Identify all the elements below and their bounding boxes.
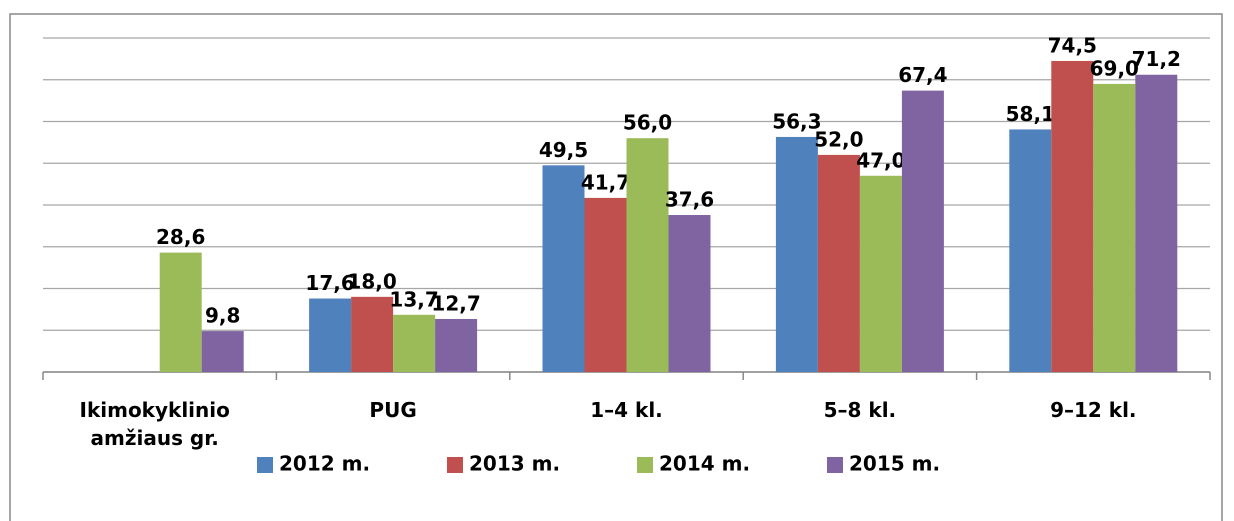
chart-border [9, 13, 1223, 521]
legend-swatch [637, 457, 653, 473]
bar [542, 165, 585, 372]
data-label: 13,7 [389, 287, 438, 311]
legend-label: 2014 m. [659, 452, 750, 476]
data-label: 41,7 [581, 170, 630, 194]
bar [901, 90, 944, 372]
bar [1051, 60, 1094, 373]
bar [817, 154, 860, 372]
legend-swatch [447, 457, 463, 473]
x-tick-label: 9–12 kl. [1050, 398, 1137, 422]
data-label: 58,1 [1006, 102, 1055, 126]
x-tick-label: PUG [369, 398, 417, 422]
data-label: 52,0 [814, 127, 863, 151]
bar [584, 197, 627, 372]
bar [626, 138, 669, 372]
bar [201, 331, 244, 372]
data-label: 74,5 [1048, 33, 1097, 57]
x-tick-label: 1–4 kl. [590, 398, 663, 422]
data-label: 37,6 [665, 188, 714, 212]
data-label: 18,0 [347, 269, 396, 293]
data-label: 56,3 [772, 109, 821, 133]
data-label: 69,0 [1090, 56, 1139, 80]
data-label: 67,4 [898, 63, 947, 87]
bar [351, 296, 394, 372]
data-label: 9,8 [205, 304, 240, 328]
x-tick-label: 5–8 kl. [823, 398, 897, 422]
data-label: 12,7 [431, 291, 480, 315]
bar [668, 215, 711, 372]
legend-swatch [257, 457, 273, 473]
data-label: 56,0 [623, 111, 672, 135]
bar [1093, 83, 1136, 373]
bar [159, 252, 202, 372]
x-tick-label: Ikimokyklinio amžiaus gr. [79, 398, 230, 450]
data-label: 49,5 [539, 138, 588, 162]
legend-label: 2015 m. [849, 452, 940, 476]
bar [309, 298, 352, 372]
bar [1135, 74, 1178, 373]
data-label: 71,2 [1132, 47, 1181, 71]
legend-swatch [827, 457, 843, 473]
bar [393, 314, 436, 372]
bar [435, 318, 478, 372]
data-label: 47,0 [856, 148, 905, 172]
legend-label: 2013 m. [469, 452, 560, 476]
data-label: 28,6 [156, 225, 205, 249]
bar [1009, 129, 1052, 372]
legend-label: 2012 m. [279, 452, 370, 476]
bar [859, 175, 902, 372]
bar [775, 136, 818, 372]
data-label: 17,6 [305, 271, 354, 295]
